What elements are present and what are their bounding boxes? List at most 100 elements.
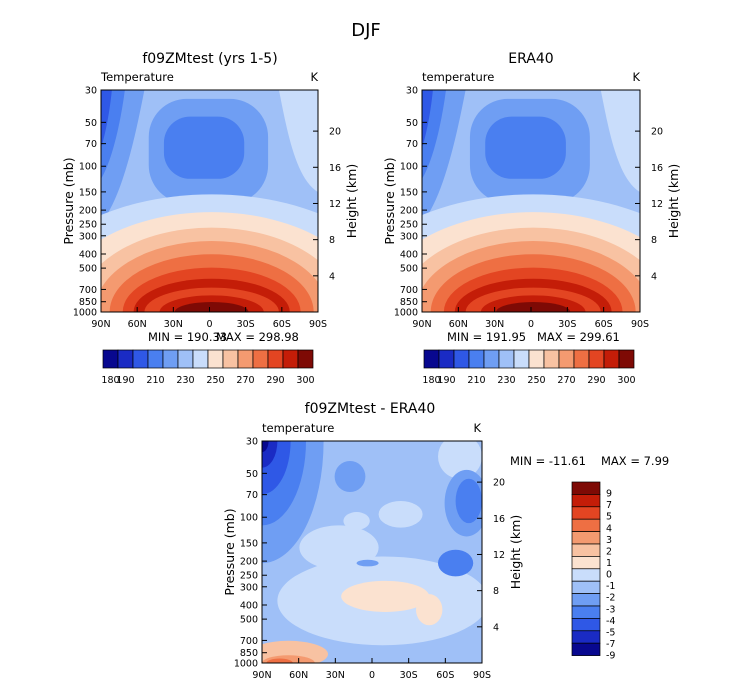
- min-label: MIN = 191.95: [447, 330, 526, 344]
- height-axis-label: Height (km): [666, 164, 681, 238]
- y-tick-label: 70: [246, 490, 258, 501]
- contour-band: [262, 441, 269, 453]
- contour-band: [341, 580, 430, 612]
- y-tick-label: 1000: [234, 659, 258, 670]
- height-tick-label: 8: [329, 235, 335, 246]
- colorbar-swatch: [267, 349, 284, 369]
- x-tick-label: 60S: [595, 319, 613, 330]
- difference-field: [262, 441, 482, 663]
- y-tick-label: 200: [79, 206, 97, 217]
- x-tick-label: 90N: [252, 670, 271, 681]
- colorbar-label: 290: [587, 375, 605, 386]
- colorbar-label: 270: [236, 375, 254, 386]
- x-tick-label: 60N: [289, 670, 308, 681]
- contour-band: [496, 302, 571, 312]
- figure-title: DJF: [351, 20, 381, 41]
- y-tick-label: 100: [400, 162, 418, 173]
- colorbar-swatch: [573, 349, 590, 369]
- colorbar-swatch: [483, 349, 500, 369]
- height-tick-label: 4: [493, 622, 499, 633]
- x-tick-label: 30S: [237, 319, 255, 330]
- colorbar-label: -7: [606, 639, 615, 650]
- contour-band: [334, 460, 366, 493]
- y-tick-label: 100: [79, 162, 97, 173]
- colorbar-swatch: [207, 349, 224, 369]
- colorbar-swatch: [571, 531, 601, 545]
- colorbar-label: -2: [606, 593, 615, 604]
- y-tick-label: 400: [79, 249, 97, 260]
- colorbar-swatch: [571, 556, 601, 570]
- colorbar-swatch: [192, 349, 209, 369]
- colorbar-swatch: [543, 349, 560, 369]
- colorbar-label: 180: [101, 375, 119, 386]
- x-tick-label: 30N: [326, 670, 345, 681]
- y-tick-label: 700: [400, 285, 418, 296]
- y-tick-label: 700: [240, 636, 258, 647]
- contour-band: [278, 90, 318, 193]
- panel-subtitle-left: Temperature: [100, 70, 174, 84]
- colorbar-swatch: [147, 349, 164, 369]
- colorbar-swatch: [282, 349, 299, 369]
- max-label: MAX = 298.98: [216, 330, 299, 344]
- contour-band: [378, 500, 423, 528]
- height-tick-label: 4: [651, 271, 657, 282]
- contour-band: [422, 90, 433, 148]
- panel-subtitle-right: K: [473, 421, 481, 435]
- colorbar-swatch: [162, 349, 179, 369]
- contour-band: [356, 559, 379, 567]
- colorbar-label: 190: [437, 375, 455, 386]
- colorbar-label: -4: [606, 616, 615, 627]
- height-tick-label: 20: [493, 478, 505, 489]
- y-tick-label: 70: [85, 139, 97, 150]
- temperature-field: [101, 90, 318, 312]
- panel-subtitle-left: temperature: [262, 421, 334, 435]
- y-tick-label: 250: [240, 571, 258, 582]
- contour-band: [266, 658, 293, 663]
- y-tick-label: 850: [240, 648, 258, 659]
- colorbar-label: 250: [527, 375, 545, 386]
- y-tick-label: 500: [240, 615, 258, 626]
- max-label: MAX = 299.61: [537, 330, 620, 344]
- contour-band: [343, 512, 370, 530]
- min-label: MIN = -11.61: [510, 454, 586, 468]
- contour-band: [163, 116, 245, 179]
- colorbar-swatch: [603, 349, 620, 369]
- colorbar-label: 210: [146, 375, 164, 386]
- y-tick-label: 50: [85, 118, 97, 129]
- colorbar-label: 270: [557, 375, 575, 386]
- panel-subtitle-right: K: [310, 70, 318, 84]
- colorbar-swatch: [102, 349, 119, 369]
- x-tick-label: 90S: [631, 319, 649, 330]
- colorbar-swatch: [571, 494, 601, 508]
- colorbar-swatch: [438, 349, 455, 369]
- x-tick-label: 90N: [91, 319, 110, 330]
- colorbar-swatch: [588, 349, 605, 369]
- height-tick-label: 20: [329, 127, 341, 138]
- colorbar-label: 250: [206, 375, 224, 386]
- height-tick-label: 8: [651, 235, 657, 246]
- colorbar-label: 9: [606, 489, 612, 500]
- y-tick-label: 30: [406, 86, 418, 97]
- y-tick-label: 300: [400, 231, 418, 242]
- temperature-field: [422, 90, 640, 312]
- x-tick-label: 30S: [558, 319, 576, 330]
- y-tick-label: 150: [400, 187, 418, 198]
- x-tick-label: 30N: [485, 319, 504, 330]
- colorbar-swatch: [423, 349, 440, 369]
- colorbar-swatch: [618, 349, 635, 369]
- y-tick-label: 30: [246, 437, 258, 448]
- panel-title: ERA40: [508, 51, 553, 67]
- y-tick-label: 400: [400, 249, 418, 260]
- y-tick-label: 250: [79, 220, 97, 231]
- colorbar-label: 1: [606, 558, 612, 569]
- x-tick-label: 30N: [164, 319, 183, 330]
- contour-band: [438, 441, 482, 479]
- colorbar-label: 300: [296, 375, 314, 386]
- colorbar-swatch: [252, 349, 269, 369]
- x-tick-label: 0: [206, 319, 212, 330]
- y-tick-label: 50: [246, 469, 258, 480]
